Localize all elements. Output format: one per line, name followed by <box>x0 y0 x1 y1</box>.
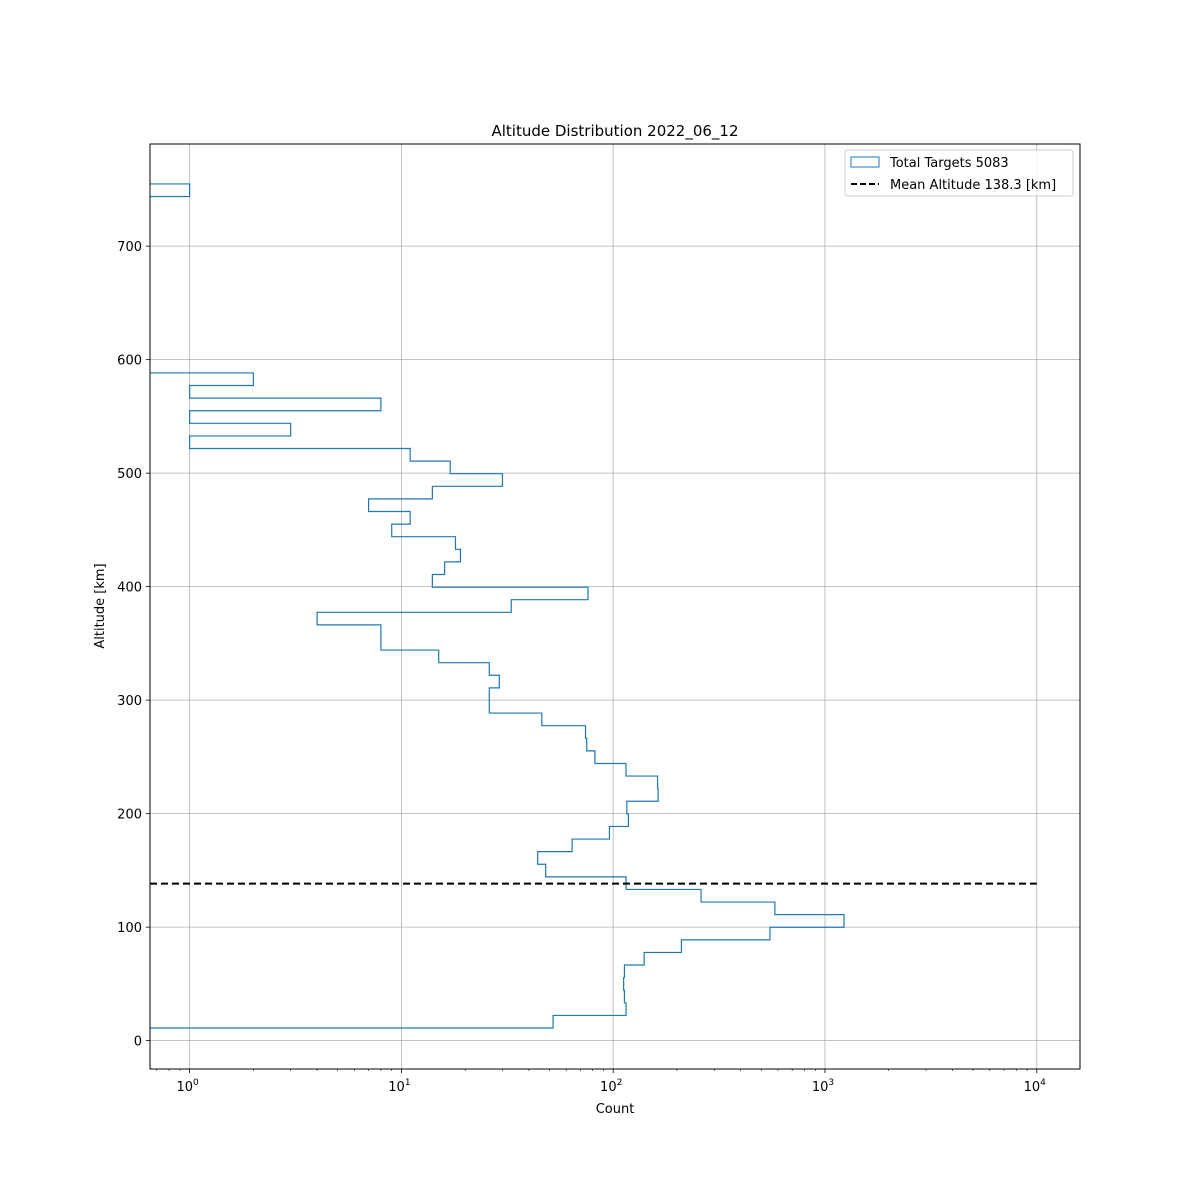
legend-box <box>844 149 1074 197</box>
plot-frame <box>149 143 1081 1070</box>
grid-lines <box>150 144 1080 1069</box>
x-axis-label: Count <box>596 1102 635 1117</box>
histogram-outline <box>150 183 845 1029</box>
y-tick-label: 200 <box>117 808 142 823</box>
legend-patch-icon <box>850 156 880 168</box>
y-tick-label: 600 <box>117 354 142 369</box>
y-tick-label: 0 <box>134 1035 142 1050</box>
legend-entry-total-targets: Total Targets 5083 <box>889 156 1009 171</box>
y-tick-label: 300 <box>117 694 142 709</box>
chart-title: Altitude Distribution 2022_06_12 <box>491 122 738 141</box>
histogram-series <box>150 183 845 1029</box>
y-tick-label: 700 <box>117 240 142 255</box>
y-tick-label: 100 <box>117 921 142 936</box>
legend: Total Targets 5083 Mean Altitude 138.3 [… <box>844 149 1074 197</box>
y-axis-ticks: 0 100 200 300 400 500 600 700 <box>117 240 150 1050</box>
y-tick-label: 500 <box>117 467 142 482</box>
y-tick-label: 400 <box>117 581 142 596</box>
y-axis-label: Altitude [km] <box>93 563 108 648</box>
legend-entry-mean-altitude: Mean Altitude 138.3 [km] <box>890 178 1056 193</box>
